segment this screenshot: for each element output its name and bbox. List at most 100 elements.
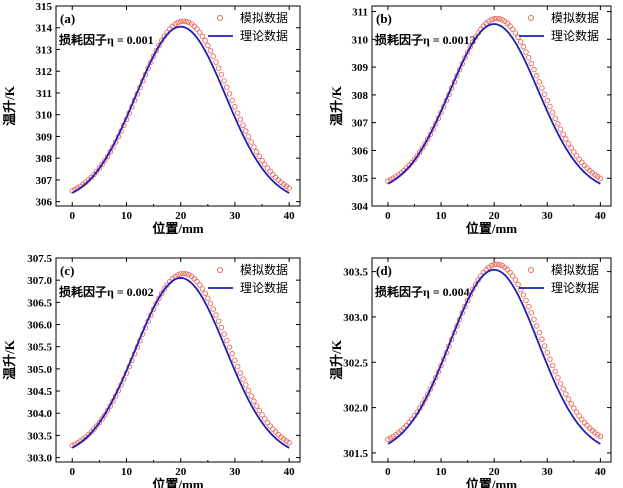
data-point	[207, 300, 214, 307]
x-tick-label: 20	[175, 466, 187, 478]
y-tick-label: 307	[352, 118, 369, 130]
data-point	[552, 115, 558, 121]
theory-line	[71, 25, 290, 194]
data-point	[262, 161, 268, 168]
data-point	[533, 72, 540, 79]
data-point	[234, 363, 241, 370]
data-point	[581, 419, 588, 426]
y-tick-label: 305.5	[27, 342, 52, 354]
data-point	[205, 42, 211, 49]
data-point	[523, 49, 529, 55]
data-point	[102, 412, 108, 418]
data-point	[191, 23, 198, 30]
data-point	[240, 376, 246, 382]
data-point	[172, 21, 179, 27]
data-point	[175, 19, 181, 26]
data-point	[488, 262, 495, 269]
y-tick-label: 307.5	[27, 253, 52, 265]
chart-panel-4: 0 10 20 30 40 301.5 302.0 302.5 303.0 303.5 位置/mm 温…	[329, 257, 612, 488]
data-point	[507, 269, 513, 276]
theory-line	[387, 268, 601, 445]
simulation-points	[385, 261, 604, 443]
x-tick-label: 0	[385, 210, 391, 222]
data-point	[262, 416, 268, 422]
data-point	[91, 426, 97, 432]
data-point	[576, 156, 582, 162]
data-point	[520, 292, 527, 298]
y-tick-label: 301.5	[343, 448, 368, 460]
data-point	[88, 174, 94, 181]
y-tick-label: 314	[36, 23, 53, 35]
data-point	[560, 386, 566, 392]
data-point	[509, 273, 516, 279]
data-point	[251, 144, 257, 150]
data-point	[597, 175, 604, 182]
y-tick-label: 313	[36, 44, 53, 56]
y-tick-label: 308	[36, 153, 53, 165]
data-point	[491, 16, 497, 22]
theory-line	[387, 23, 601, 185]
data-point	[191, 275, 198, 282]
data-point	[215, 65, 222, 71]
x-tick-label: 20	[489, 466, 501, 478]
plot-frame	[371, 5, 612, 207]
data-point	[414, 153, 420, 159]
data-point	[218, 71, 225, 78]
x-axis-label: 位置/mm	[152, 477, 203, 488]
data-point	[576, 413, 582, 419]
data-point	[539, 336, 545, 343]
data-point	[183, 271, 189, 277]
y-tick-label: 311	[36, 88, 52, 100]
data-point	[419, 145, 426, 151]
data-point	[520, 44, 527, 50]
data-point	[245, 133, 252, 140]
data-point	[494, 15, 500, 22]
legend-label-simulation: 模拟数据	[551, 262, 599, 277]
data-point	[491, 261, 497, 268]
data-point	[467, 44, 474, 50]
y-tick-label: 305.0	[27, 364, 52, 376]
data-point	[597, 433, 604, 440]
data-point	[99, 161, 105, 168]
data-point	[156, 42, 162, 49]
y-tick-label: 304	[352, 201, 369, 213]
data-point	[175, 272, 181, 278]
data-point	[234, 110, 241, 116]
y-tick-label: 305	[352, 173, 369, 185]
x-tick-label: 10	[121, 210, 133, 222]
data-point	[563, 136, 569, 142]
data-point	[283, 438, 290, 444]
data-point	[286, 185, 292, 191]
y-axis-label: 温升/K	[2, 85, 17, 126]
data-point	[199, 286, 206, 292]
data-point	[232, 357, 238, 364]
data-point	[161, 286, 168, 292]
x-tick-label: 0	[70, 210, 76, 222]
panel-label: (b)	[376, 11, 392, 26]
data-point	[202, 37, 208, 44]
data-point	[240, 122, 246, 128]
data-point	[549, 109, 556, 116]
data-point	[573, 409, 580, 415]
y-tick-label: 312	[36, 66, 53, 78]
data-point	[523, 297, 529, 304]
x-tick-label: 10	[436, 466, 448, 478]
x-tick-label: 20	[489, 210, 501, 222]
y-tick-label: 304.0	[27, 408, 52, 420]
y-tick-label: 306	[352, 145, 369, 157]
legend-label-simulation: 模拟数据	[240, 262, 288, 277]
data-point	[568, 401, 574, 407]
panel-label: (a)	[60, 11, 75, 26]
data-point	[507, 23, 513, 29]
data-point	[536, 79, 543, 85]
data-point	[196, 282, 203, 288]
data-point	[210, 306, 216, 312]
data-point	[158, 290, 165, 297]
data-point	[264, 165, 271, 171]
data-point	[541, 91, 548, 98]
data-point	[248, 139, 254, 145]
data-point	[565, 140, 572, 147]
chart-panel-2: 0 10 20 30 40 304 305 306 307 308 309 310 311 位置/mm 温升…	[329, 5, 612, 236]
legend-label-theory: 理论数据	[551, 28, 599, 43]
